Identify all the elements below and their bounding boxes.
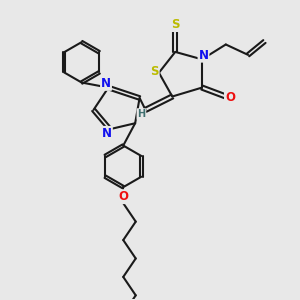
Text: N: N bbox=[101, 77, 111, 90]
Text: O: O bbox=[225, 91, 235, 104]
Text: N: N bbox=[199, 49, 208, 62]
Text: O: O bbox=[118, 190, 128, 203]
Text: S: S bbox=[171, 18, 179, 31]
Text: S: S bbox=[150, 65, 159, 78]
Text: H: H bbox=[137, 109, 146, 119]
Text: N: N bbox=[102, 127, 112, 140]
